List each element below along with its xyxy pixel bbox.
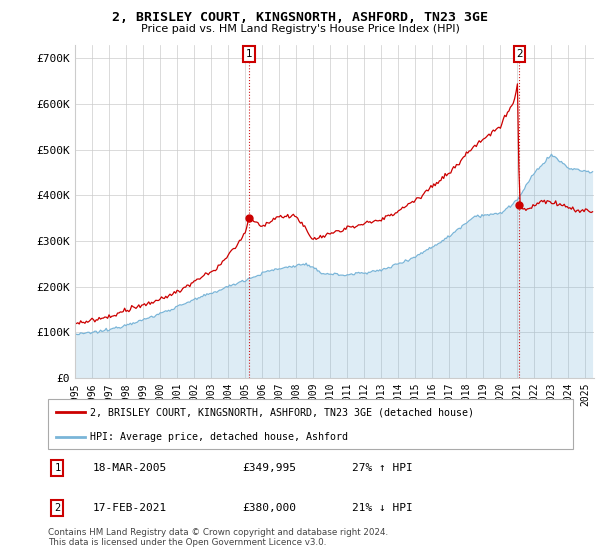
Text: 2, BRISLEY COURT, KINGSNORTH, ASHFORD, TN23 3GE (detached house): 2, BRISLEY COURT, KINGSNORTH, ASHFORD, T… [90,407,474,417]
Text: £380,000: £380,000 [242,503,296,513]
Text: 17-FEB-2021: 17-FEB-2021 [92,503,167,513]
Text: 21% ↓ HPI: 21% ↓ HPI [353,503,413,513]
FancyBboxPatch shape [48,399,573,449]
Text: 2: 2 [55,503,61,513]
Text: 27% ↑ HPI: 27% ↑ HPI [353,463,413,473]
Text: Contains HM Land Registry data © Crown copyright and database right 2024.
This d: Contains HM Land Registry data © Crown c… [48,528,388,547]
Text: 18-MAR-2005: 18-MAR-2005 [92,463,167,473]
Text: 2, BRISLEY COURT, KINGSNORTH, ASHFORD, TN23 3GE: 2, BRISLEY COURT, KINGSNORTH, ASHFORD, T… [112,11,488,24]
Text: 1: 1 [55,463,61,473]
Text: 1: 1 [245,49,252,59]
Text: 2: 2 [516,49,523,59]
Text: Price paid vs. HM Land Registry's House Price Index (HPI): Price paid vs. HM Land Registry's House … [140,24,460,34]
Text: £349,995: £349,995 [242,463,296,473]
Text: HPI: Average price, detached house, Ashford: HPI: Average price, detached house, Ashf… [90,432,348,441]
